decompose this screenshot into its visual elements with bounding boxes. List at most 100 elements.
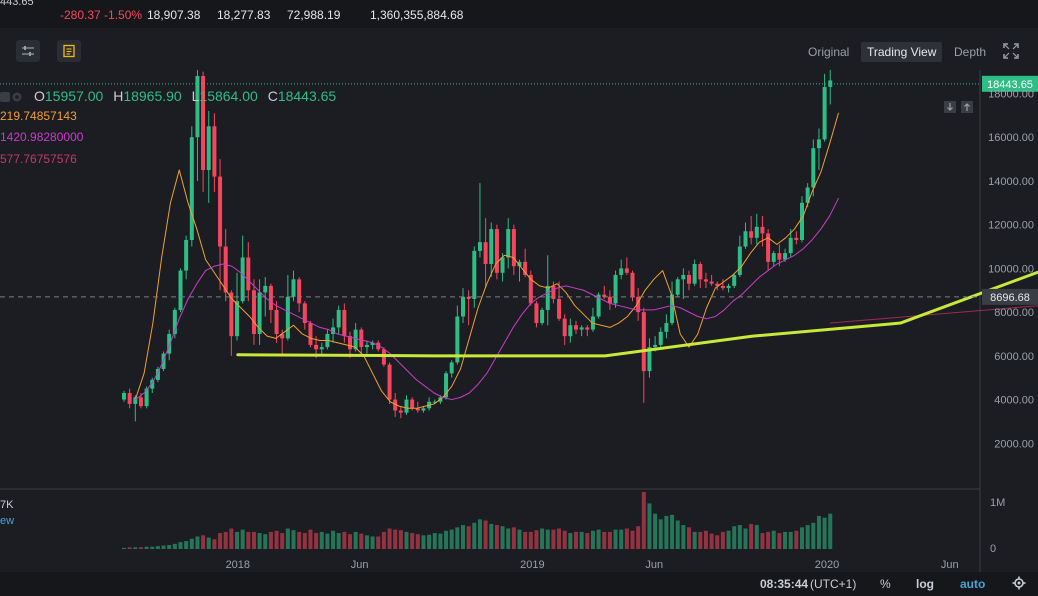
- volume-bar: [133, 547, 138, 549]
- volume-bar: [455, 527, 460, 549]
- legend-icons[interactable]: [0, 90, 24, 102]
- candle-body: [754, 226, 759, 238]
- candle-body: [184, 239, 189, 271]
- percent-scale-button[interactable]: %: [880, 577, 891, 591]
- crosshair-price-label: 8696.68: [990, 292, 1030, 304]
- candle-body: [602, 294, 607, 297]
- ohlc-legend: O15957.00 H18965.90 L15864.00 C18443.65: [34, 88, 337, 104]
- volume-bar: [218, 533, 223, 549]
- candle-body: [715, 283, 720, 286]
- candle-body: [585, 327, 590, 330]
- volume-bar: [342, 531, 347, 549]
- volume-bar: [607, 531, 612, 549]
- settings-button[interactable]: [1012, 576, 1026, 593]
- volume-bar: [167, 545, 172, 549]
- ticker-change: -280.37 -1.50%: [60, 8, 143, 22]
- candle-body: [172, 309, 177, 334]
- candle-body: [246, 257, 251, 291]
- volume-bar: [359, 533, 364, 549]
- volume-bar: [540, 528, 545, 549]
- candle-body: [607, 296, 612, 304]
- price-tick-label: 8000.00: [994, 307, 1034, 319]
- volume-bar: [280, 533, 285, 549]
- drawn-projection-curve: [236, 270, 1038, 358]
- volume-bar: [647, 503, 652, 549]
- candle-body: [828, 80, 833, 87]
- candle-body: [314, 344, 319, 350]
- candle-body: [297, 279, 302, 304]
- volume-bar: [749, 523, 754, 549]
- scale-buttons[interactable]: [944, 100, 978, 113]
- tab-trading-view[interactable]: Trading View: [861, 42, 943, 62]
- volume-bar: [596, 529, 601, 549]
- candle-body: [574, 325, 578, 330]
- candle-body: [359, 329, 364, 348]
- price-chart[interactable]: 18443.65 8696.68 2000.00 4000.00 6000.00 800…: [0, 70, 1038, 596]
- candle-body: [444, 373, 449, 398]
- auto-scale-button[interactable]: auto: [960, 577, 986, 591]
- ma-mid-value: 1420.98280000: [0, 130, 84, 144]
- clock-timezone[interactable]: (UTC+1): [810, 577, 857, 591]
- legend-toggle-icon: [0, 92, 22, 102]
- volume-bar: [551, 529, 556, 549]
- tab-depth[interactable]: Depth: [954, 45, 987, 59]
- tab-original[interactable]: Original: [808, 45, 850, 59]
- candle-body: [743, 231, 748, 247]
- candle-body: [195, 76, 200, 138]
- candle-body: [455, 316, 460, 363]
- fullscreen-button[interactable]: [1003, 43, 1019, 59]
- volume-bar: [766, 531, 771, 549]
- candle-body: [511, 229, 516, 267]
- candle-body: [641, 312, 646, 372]
- volume-bar: [624, 528, 629, 549]
- volume-bar: [206, 537, 211, 549]
- candle-body: [613, 274, 618, 304]
- candle-body: [720, 285, 725, 289]
- volume-bar: [517, 529, 522, 549]
- volume-bar: [308, 529, 313, 549]
- candles: [122, 70, 833, 422]
- candle-body: [280, 333, 285, 339]
- candle-body: [144, 388, 149, 407]
- log-scale-button[interactable]: log: [916, 577, 934, 591]
- chart-template-button[interactable]: [57, 40, 81, 62]
- volume-bar: [257, 533, 262, 549]
- price-tick-label: 14000.00: [988, 176, 1034, 188]
- volume-bar: [398, 530, 403, 549]
- candle-body: [302, 303, 307, 324]
- ticker-bar: 443.65 -280.37 -1.50% 18,907.38 18,277.8…: [0, 0, 1038, 28]
- volume-bar: [387, 528, 392, 549]
- volume-bar: [223, 531, 228, 549]
- ma-fast-value: 219.74857143: [0, 109, 77, 123]
- last-price-label: 18443.65: [987, 79, 1033, 91]
- volume-bar: [178, 542, 183, 549]
- chart-toolbar: Original Trading View Depth: [0, 28, 1038, 70]
- volume-bar: [364, 535, 369, 549]
- volume-bar: [641, 492, 646, 549]
- volume-bar: [438, 533, 443, 549]
- price-tick-label: 10000.00: [988, 263, 1034, 275]
- volume-bar: [771, 530, 776, 549]
- volume-tick-label: 1M: [990, 497, 1005, 509]
- volume-bar: [172, 543, 177, 549]
- volume-bar: [155, 546, 160, 549]
- volume-bar: [670, 514, 675, 549]
- volume-bar: [585, 533, 590, 549]
- candle-body: [545, 285, 550, 310]
- indicator-settings-button[interactable]: [16, 40, 40, 62]
- candle-body: [257, 292, 262, 334]
- candle-body: [749, 231, 754, 238]
- candle-body: [506, 229, 511, 258]
- candle-body: [472, 250, 477, 300]
- volume-bar: [285, 528, 290, 549]
- price-tick-label: 12000.00: [988, 220, 1034, 232]
- candle-body: [528, 274, 533, 304]
- candle-body: [670, 294, 675, 324]
- volume-bar: [461, 525, 465, 549]
- candle-body: [477, 242, 482, 251]
- candle-body: [218, 176, 223, 247]
- volume-bar: [466, 526, 471, 549]
- candle-body: [432, 401, 437, 403]
- candle-body: [523, 261, 528, 275]
- volume-bar: [376, 536, 381, 549]
